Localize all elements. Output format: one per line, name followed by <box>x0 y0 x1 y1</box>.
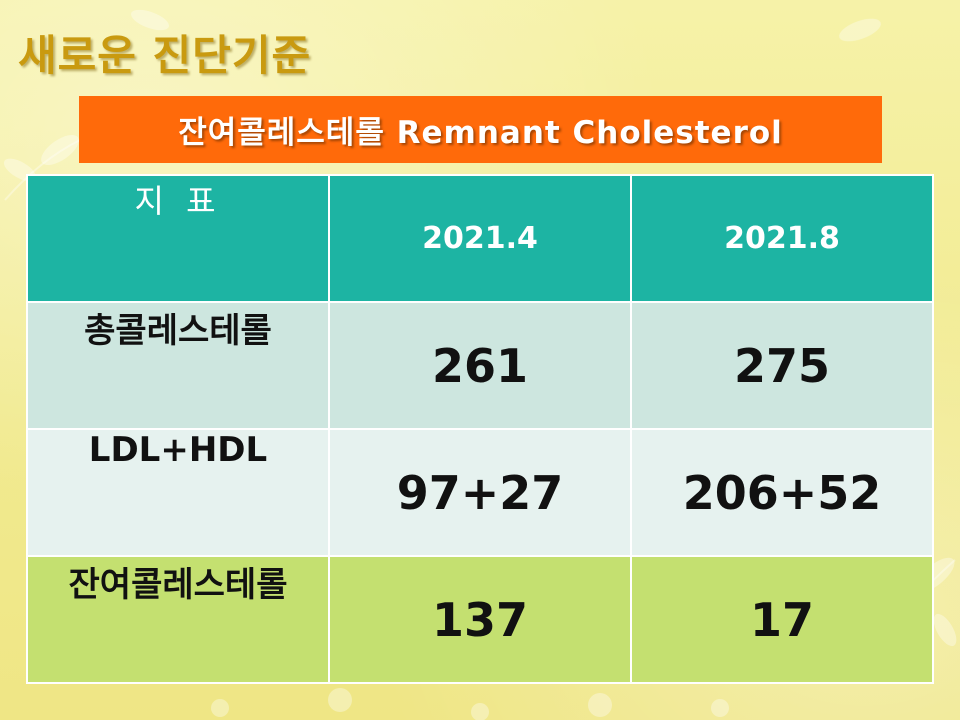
table-row: 총콜레스테롤 261 275 <box>26 301 934 430</box>
header-2021-4: 2021.4 <box>328 174 632 303</box>
cell-value: 137 <box>328 555 632 684</box>
row-label-total-cholesterol: 총콜레스테롤 <box>26 301 330 430</box>
slide-title: 새로운 진단기준 <box>18 31 312 80</box>
cell-value: 17 <box>630 555 934 684</box>
subtitle-banner: 잔여콜레스테롤 Remnant Cholesterol <box>79 96 882 163</box>
cell-value: 275 <box>630 301 934 430</box>
cell-value: 206+52 <box>630 428 934 557</box>
cell-value: 261 <box>328 301 632 430</box>
header-2021-8: 2021.8 <box>630 174 934 303</box>
row-label-remnant-cholesterol: 잔여콜레스테롤 <box>26 555 330 684</box>
table-row: 잔여콜레스테롤 137 17 <box>26 555 934 684</box>
cholesterol-table: 지 표 2021.4 2021.8 총콜레스테롤 261 275 LDL+HDL… <box>26 174 934 684</box>
row-label-ldl-hdl: LDL+HDL <box>26 428 330 557</box>
table-header-row: 지 표 2021.4 2021.8 <box>26 174 934 303</box>
subtitle-text: 잔여콜레스테롤 Remnant Cholesterol <box>178 115 783 151</box>
header-indicator: 지 표 <box>26 174 330 303</box>
table-row: LDL+HDL 97+27 206+52 <box>26 428 934 557</box>
cell-value: 97+27 <box>328 428 632 557</box>
